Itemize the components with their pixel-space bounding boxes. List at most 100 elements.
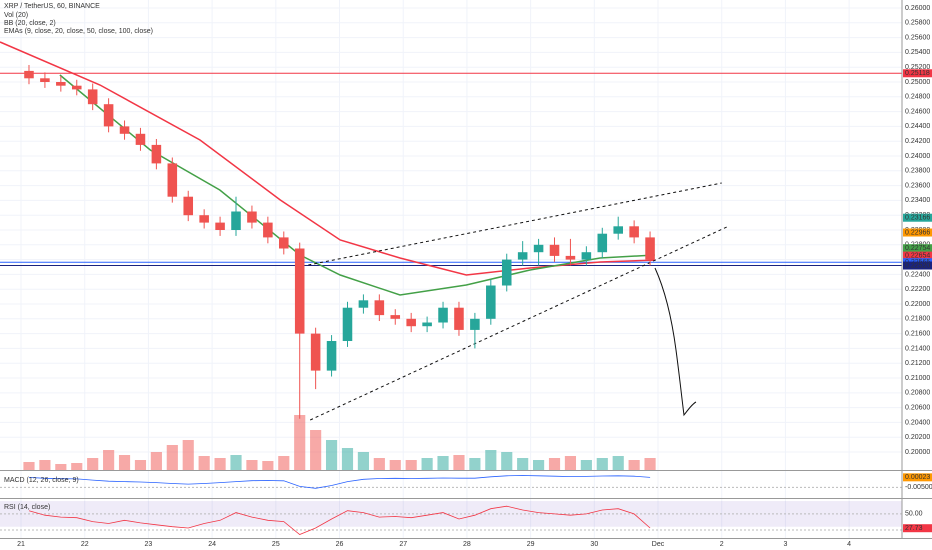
candle-body (358, 300, 369, 308)
volume-bar (596, 458, 608, 470)
candle-body (310, 333, 321, 371)
x-tick-label: Dec (652, 541, 665, 548)
candle-body (71, 85, 82, 90)
price-tag (903, 213, 932, 222)
candle-body (597, 233, 608, 253)
macd-label: MACD (12, 26, close, 9) (4, 477, 79, 484)
price-tag (903, 244, 932, 253)
volume-bar (485, 450, 497, 470)
grid (0, 0, 902, 538)
volume-bar (278, 456, 290, 470)
candle-body (501, 259, 512, 286)
trendline (308, 182, 722, 266)
price-tag (903, 473, 932, 482)
candle-body (151, 144, 162, 164)
y-tick-label: 0.21400 (905, 345, 930, 352)
y-tick-label: 0.20000 (905, 449, 930, 456)
rsi-label: RSI (14, close) (4, 504, 50, 511)
volume-bar (134, 460, 147, 470)
price-tag (903, 251, 932, 260)
volume-bar (548, 458, 561, 470)
y-tick-label: 0.22000 (905, 301, 930, 308)
candle-body (374, 300, 385, 316)
candles (24, 64, 655, 419)
volume-bar (262, 461, 274, 470)
y-tick-label: 0.22400 (905, 271, 930, 278)
candle-body (40, 78, 50, 82)
volume-bar (644, 458, 656, 470)
y-tick-label: 0.24600 (905, 108, 930, 115)
x-tick-label: 3 (783, 541, 787, 548)
y-tick-label: 0.24000 (905, 153, 930, 160)
candle-body (135, 133, 146, 145)
volume-bar (198, 456, 210, 470)
x-tick-label: 2 (720, 541, 724, 548)
y-tick-label: 0.25200 (905, 64, 930, 71)
x-tick-label: 25 (272, 541, 280, 548)
volume-bar (118, 455, 131, 470)
rsi-line (28, 505, 651, 535)
volume-bar (357, 452, 369, 470)
volume-bar (517, 458, 529, 470)
volume-bar (437, 456, 449, 470)
y-tick-label: -0.00500 (905, 484, 932, 491)
y-tick-label: 0.23400 (905, 197, 930, 204)
volume-bar (246, 460, 258, 470)
ema-line (59, 74, 655, 296)
y-tick-label: 0.21600 (905, 330, 930, 337)
price-axis-panel (902, 0, 932, 550)
y-tick-label: 0.26000 (905, 5, 930, 12)
candle-body (247, 211, 257, 223)
y-tick-label: 0.22200 (905, 286, 930, 293)
volume-bar (182, 440, 194, 470)
volume-bar (294, 415, 306, 470)
candle-body (549, 244, 560, 256)
volume-bar (214, 458, 226, 470)
x-tick-label: 22 (81, 541, 89, 548)
candle-body (581, 252, 592, 260)
candle-body (406, 318, 416, 327)
y-tick-label: 50.00 (905, 511, 923, 518)
axes: 0.26000 0.25800 0.25600 0.25400 0.25200 0.250… (17, 5, 932, 548)
candle-body (279, 237, 289, 249)
indicator-label: BB (20, close, 2) (4, 20, 56, 27)
volume-bar (469, 458, 481, 470)
candle-body (326, 341, 337, 371)
candle-body (103, 104, 114, 127)
candle-body (645, 237, 655, 260)
price-tag (903, 69, 932, 78)
indicator-label: Vol (20) (4, 12, 28, 19)
candle-body (24, 70, 34, 79)
y-tick-label: 0.24800 (905, 94, 930, 101)
volume-bar (628, 460, 640, 470)
volume-bar (501, 452, 513, 470)
price-tag-label: 27.73 (905, 525, 923, 532)
y-tick-label: 0.20600 (905, 404, 930, 411)
candle-body (294, 248, 305, 334)
candle-body (422, 322, 432, 327)
volume-bar (405, 460, 417, 470)
price-tag-label: 0.00023 (905, 474, 930, 481)
volume (23, 415, 656, 470)
candle-body (438, 307, 448, 323)
candle-body (517, 252, 528, 260)
volume-bar (373, 458, 385, 470)
price-tag-label: 0.22966 (905, 229, 930, 236)
volume-bar (533, 460, 545, 470)
candle-body (167, 163, 178, 197)
sub-panes (0, 475, 902, 535)
y-tick-label: 0.25000 (905, 79, 930, 86)
x-tick-label: 26 (336, 541, 344, 548)
volume-bar (310, 430, 322, 470)
price-tag-label: 0.25118 (905, 70, 930, 77)
volume-bar (580, 460, 592, 470)
volume-bar (389, 460, 401, 470)
volume-bar (564, 456, 577, 470)
indicator-label: EMAs (9, close, 20, close, 50, close, 10… (4, 28, 153, 35)
price-tag-label: 0.22520 (905, 262, 930, 269)
volume-bar (23, 462, 35, 470)
volume-bar (55, 464, 67, 470)
candle-body (454, 307, 464, 330)
volume-bar (230, 455, 242, 470)
ema-line (0, 41, 655, 276)
